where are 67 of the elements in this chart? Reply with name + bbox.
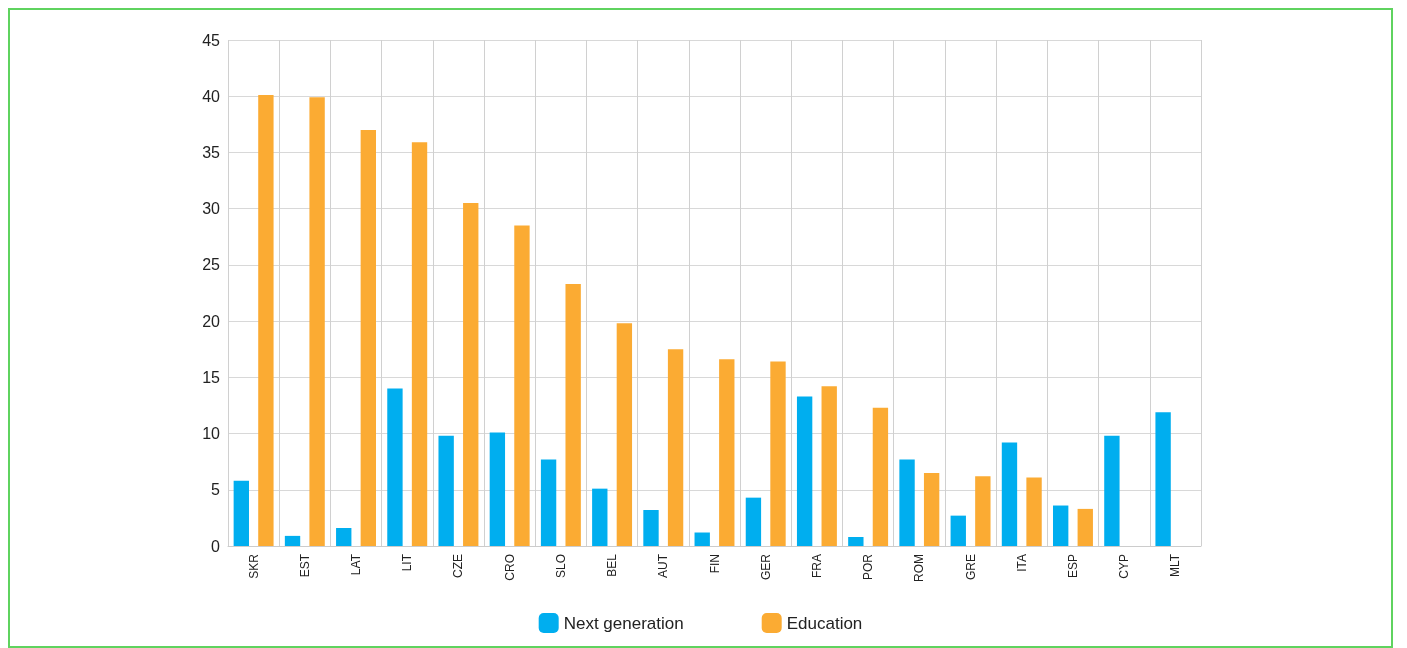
x-tick-label: LAT xyxy=(349,553,364,576)
bar xyxy=(565,284,581,546)
x-tick-label: LIT xyxy=(400,553,415,572)
legend-label: Education xyxy=(786,613,863,633)
bar xyxy=(745,497,762,546)
bar xyxy=(899,459,915,546)
bar xyxy=(258,95,274,546)
bar xyxy=(796,396,813,546)
bar xyxy=(616,323,633,546)
x-tick-label: FRA xyxy=(809,554,824,578)
bar xyxy=(233,480,249,546)
bar xyxy=(387,388,403,546)
bar xyxy=(438,435,454,546)
x-tick-label: SKR xyxy=(246,553,261,579)
y-tick-label: 45 xyxy=(202,31,221,49)
legend-label: Next generation xyxy=(563,613,684,633)
x-tick-label: CRO xyxy=(502,554,517,581)
bar xyxy=(411,142,428,546)
x-tick-label: GER xyxy=(758,553,773,581)
bar xyxy=(489,432,506,546)
bar xyxy=(360,129,376,546)
bar xyxy=(514,225,530,546)
y-tick-label: 20 xyxy=(202,312,221,330)
bar xyxy=(848,537,864,546)
bar xyxy=(284,535,301,546)
bar xyxy=(950,515,966,546)
x-tick-label: ROM xyxy=(912,554,927,582)
bar xyxy=(694,532,710,546)
x-tick-label: CYP xyxy=(1117,554,1132,579)
x-tick-label: CZE xyxy=(451,554,466,578)
bar xyxy=(1053,505,1069,546)
bar xyxy=(1026,477,1042,546)
x-tick-label: AUT xyxy=(656,553,671,578)
bar xyxy=(821,386,837,546)
y-tick-label: 0 xyxy=(211,537,221,555)
bar xyxy=(309,97,325,546)
bar xyxy=(923,472,940,546)
x-tick-label: ESP xyxy=(1065,554,1080,579)
bar xyxy=(1104,435,1120,546)
x-tick-label: EST xyxy=(297,553,312,578)
x-tick-label: ITA xyxy=(1014,554,1029,572)
x-tick-label: POR xyxy=(861,553,876,581)
x-tick-label: MLT xyxy=(1168,553,1183,578)
x-tick-label: GRE xyxy=(963,554,978,581)
y-tick-label: 40 xyxy=(202,87,221,105)
bar xyxy=(463,203,479,546)
y-tick-label: 15 xyxy=(202,368,221,386)
bar xyxy=(540,459,557,546)
y-tick-label: 30 xyxy=(202,200,221,218)
y-tick-label: 35 xyxy=(202,143,221,161)
bar xyxy=(336,528,352,546)
y-tick-label: 25 xyxy=(202,256,221,274)
bar xyxy=(667,349,684,546)
x-tick-label: BEL xyxy=(605,553,620,577)
x-tick-label: FIN xyxy=(707,554,722,574)
bar xyxy=(872,407,889,546)
bar xyxy=(719,359,735,546)
bar xyxy=(643,510,659,546)
bar xyxy=(1077,508,1093,546)
bar xyxy=(770,361,786,546)
x-tick-label: SLO xyxy=(553,554,568,579)
bar xyxy=(592,488,608,546)
y-tick-label: 10 xyxy=(202,425,221,443)
y-tick-label: 5 xyxy=(211,481,221,499)
bar xyxy=(1155,412,1171,546)
bar xyxy=(975,476,991,546)
bar xyxy=(1001,442,1018,546)
